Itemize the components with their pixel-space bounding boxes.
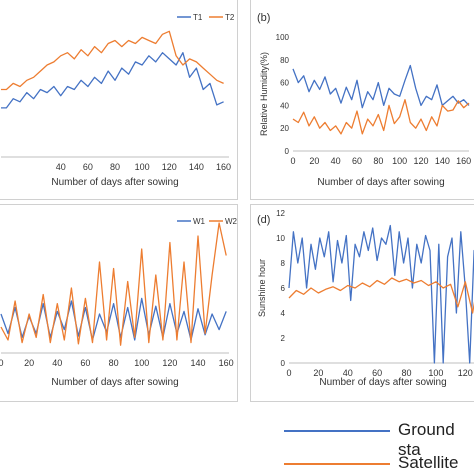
x-tick-label: 20 (313, 368, 323, 378)
chart-svg-d: 0 20 40 60 80 100 120 0 2 4 6 8 10 12 Number of days a… (257, 209, 474, 388)
y-tick-label: 0 (285, 147, 290, 156)
x-tick-label: 100 (392, 156, 407, 166)
x-tick-label: 0 (286, 368, 291, 378)
x-tick-label: 80 (373, 156, 383, 166)
y-tick-label: 20 (280, 124, 289, 133)
x-tick-label: 160 (216, 162, 231, 172)
series-line-2 (1, 30, 224, 91)
chart-panel-d: 0 20 40 60 80 100 120 0 2 4 6 8 10 12 Number of days a… (250, 204, 474, 402)
x-tick-label: 60 (80, 358, 90, 368)
legend-satellite-label: Satellite (398, 453, 459, 472)
panel-label: (d) (257, 214, 270, 226)
x-tick-label: 160 (219, 358, 234, 368)
x-axis-title: Number of days after sowing (319, 377, 446, 388)
legend-label: T1 (193, 13, 203, 22)
y-tick-label: 100 (276, 33, 290, 42)
x-tick-label: 20 (309, 156, 319, 166)
x-tick-label: 40 (52, 358, 62, 368)
y-tick-label: 2 (281, 334, 286, 343)
x-tick-label: 20 (24, 358, 34, 368)
chart-panel-a: 40 60 80 100 120 140 160 Number of days after s… (0, 0, 238, 200)
x-tick-label: 120 (162, 162, 177, 172)
x-tick-label: 0 (0, 358, 4, 368)
series-line-1 (1, 52, 224, 109)
legend-satellite-line (284, 463, 390, 465)
y-tick-label: 4 (281, 309, 286, 318)
x-tick-label: 80 (109, 358, 119, 368)
y-tick-label: 0 (281, 359, 286, 368)
x-tick-label: 120 (413, 156, 428, 166)
x-tick-label: 100 (135, 162, 150, 172)
series-line-2 (0, 222, 227, 346)
x-tick-label: 40 (56, 162, 66, 172)
x-tick-label: 40 (343, 368, 353, 378)
x-tick-label: 40 (331, 156, 341, 166)
y-axis-title: Relative Humidity(%) (259, 52, 269, 136)
x-tick-label: 140 (191, 358, 206, 368)
chart-svg-a: 40 60 80 100 120 140 160 Number of days after s… (1, 13, 235, 188)
x-tick-label: 160 (456, 156, 471, 166)
legend-ground-line (284, 430, 390, 432)
x-tick-label: 60 (83, 162, 93, 172)
x-axis-title: Number of days after sowing (51, 377, 178, 388)
panel-label: (b) (257, 12, 270, 24)
y-tick-label: 10 (276, 234, 285, 243)
x-tick-label: 0 (290, 156, 295, 166)
chart-svg-c: 0 20 40 60 80 100 120 140 160 Number of days afte… (0, 217, 237, 388)
legend-label: T2 (225, 13, 235, 22)
x-axis-title: Number of days after sowing (317, 177, 444, 188)
y-tick-label: 12 (276, 209, 285, 218)
y-tick-label: 80 (280, 56, 289, 65)
y-tick-label: 8 (281, 259, 286, 268)
x-tick-label: 80 (401, 368, 411, 378)
series-line-1 (288, 224, 474, 364)
y-tick-label: 6 (281, 284, 286, 293)
x-axis-title: Number of days after sowing (51, 177, 178, 188)
legend-ground-label: Ground sta (398, 420, 455, 459)
legend-label: W2 (225, 217, 237, 226)
x-tick-label: 120 (162, 358, 177, 368)
series-line-1 (292, 64, 470, 109)
x-tick-label: 60 (352, 156, 362, 166)
x-tick-label: 140 (435, 156, 450, 166)
legend-label: W1 (193, 217, 206, 226)
x-tick-label: 120 (458, 368, 473, 378)
x-tick-label: 100 (134, 358, 149, 368)
y-axis-title: Sunshine hour (257, 259, 267, 317)
chart-panel-c: 0 20 40 60 80 100 120 140 160 Number of days afte… (0, 204, 238, 402)
y-tick-label: 60 (280, 79, 289, 88)
x-tick-label: 100 (428, 368, 443, 378)
x-tick-label: 140 (189, 162, 204, 172)
x-tick-label: 60 (372, 368, 382, 378)
y-tick-label: 40 (280, 101, 289, 110)
series-line-2 (292, 99, 470, 135)
series-line-2 (288, 277, 474, 314)
x-tick-label: 80 (110, 162, 120, 172)
chart-svg-b: 0 20 40 60 80 100 120 140 160 0 20 40 60 80 100 Number … (257, 12, 471, 188)
chart-panel-b: 0 20 40 60 80 100 120 140 160 0 20 40 60 80 100 Number … (250, 0, 474, 200)
